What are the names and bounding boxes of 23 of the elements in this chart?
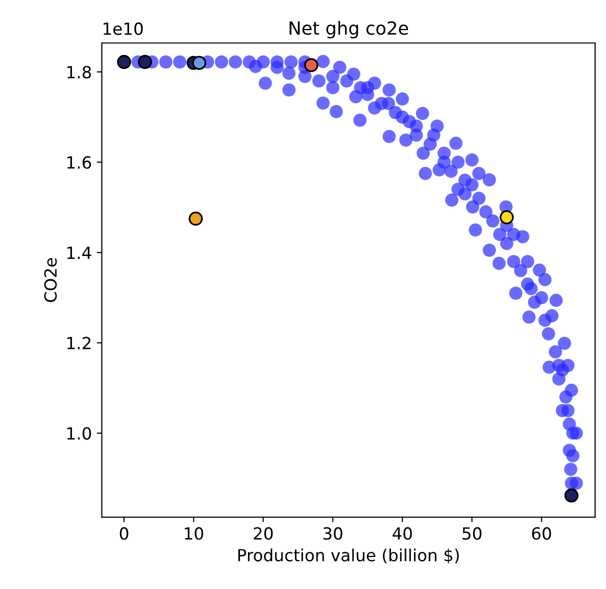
y-axis-title: CO2e [44,258,57,302]
x-tick-label: 60 [532,527,552,540]
point [500,210,514,224]
chart-title: Net ghg co2e [290,20,408,38]
x-tick-label: 40 [392,527,412,540]
point [192,56,206,70]
x-tick-label: 20 [254,527,273,540]
y-tick-label: 1.6 [67,156,92,169]
y-tick-label: 1.8 [67,66,91,78]
x-tick-label: 30 [323,527,342,540]
point [188,212,203,226]
point [117,54,132,70]
x-tick-label: 0 [120,527,128,540]
x-tick-label: 50 [462,527,482,540]
y-tick-label: 1.2 [67,336,90,350]
x-tick-label: 10 [184,527,204,540]
y-tick-label: 1.4 [67,246,92,259]
point [138,54,152,70]
point [564,488,578,503]
point [304,58,318,72]
text: 1e10 [104,22,143,36]
y-tick-label: 1.0 [67,427,91,440]
x-axis-title: Production value (billion $) [238,548,459,564]
